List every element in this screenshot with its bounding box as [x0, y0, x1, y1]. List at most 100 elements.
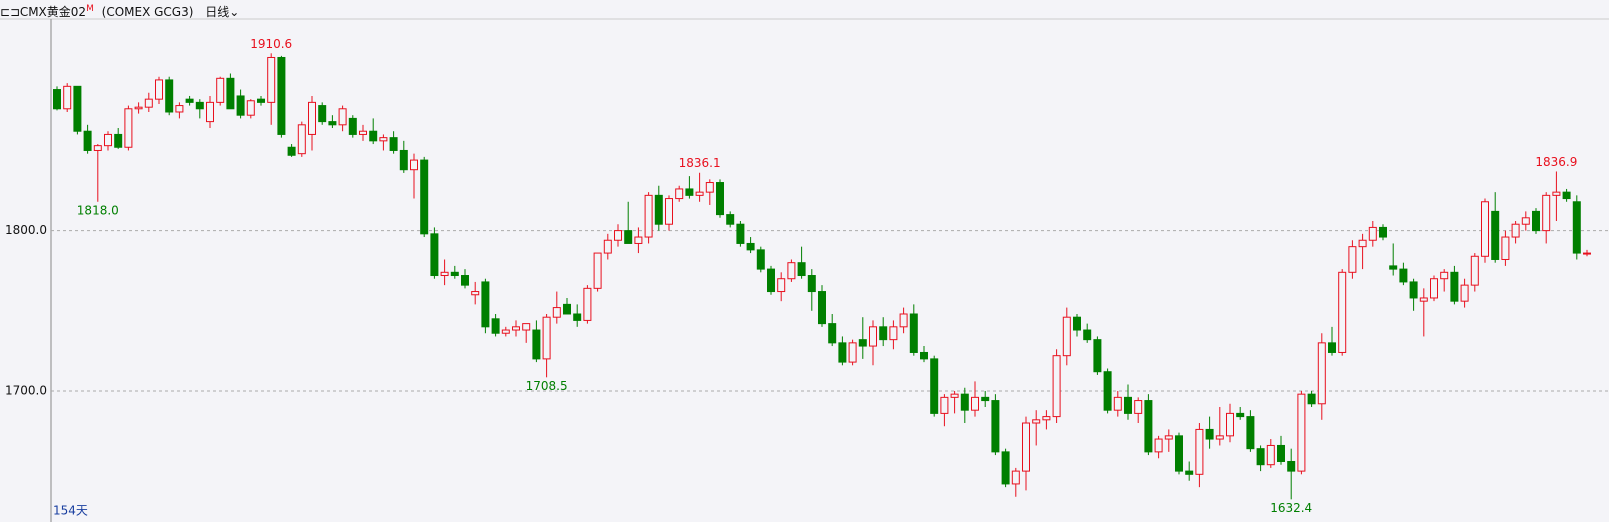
candle-body	[1236, 412, 1245, 418]
candle-body	[644, 194, 653, 238]
candle-body	[1032, 419, 1041, 424]
candle-body	[705, 182, 714, 193]
candle-body	[1083, 329, 1092, 341]
candle-body	[1491, 210, 1500, 260]
high-label: 1836.1	[679, 156, 721, 170]
candle-body	[828, 323, 837, 344]
marker: M	[86, 4, 94, 14]
candle-body	[440, 271, 449, 277]
candle-body	[807, 275, 816, 293]
candle-body	[950, 393, 959, 398]
candle-body	[1042, 416, 1051, 421]
candle-body	[634, 236, 643, 244]
header: ⊏⊐ CMX黄金02M (COMEX GCG3) 日线⌄	[0, 0, 240, 19]
candle-body	[491, 318, 500, 334]
candle-body	[481, 281, 490, 328]
candle-body	[920, 351, 928, 360]
candle-body	[1266, 444, 1275, 466]
candle-body	[1542, 194, 1551, 232]
candle-body	[73, 85, 82, 132]
y-tick-label: 1800.0	[5, 223, 47, 237]
candle-body	[736, 223, 745, 244]
candle-body	[257, 98, 265, 103]
candle-body	[369, 130, 378, 142]
symbol: CMX黄金02	[19, 5, 87, 19]
candle-body	[134, 106, 143, 110]
candle-body	[991, 400, 1000, 453]
candle-body	[1185, 470, 1194, 475]
candle-body	[930, 358, 939, 414]
candle-body	[308, 101, 316, 135]
candle-body	[155, 79, 163, 100]
candle-body	[603, 239, 612, 254]
candle-body	[1450, 271, 1459, 302]
candle-body	[1022, 422, 1030, 472]
candle-body	[236, 95, 245, 116]
candle-body	[1583, 252, 1591, 255]
candle-body	[899, 313, 908, 328]
candle-body	[1103, 371, 1112, 411]
candle-body	[726, 214, 735, 225]
candle-body	[1521, 217, 1530, 225]
candle-body	[1552, 191, 1561, 196]
candle-body	[1277, 444, 1285, 462]
candle-body	[981, 396, 990, 402]
candle-body	[1062, 316, 1071, 357]
candle-body	[1470, 255, 1479, 286]
candle-body	[53, 89, 61, 110]
candle-body	[1572, 201, 1581, 254]
candle-body	[593, 252, 602, 289]
candle-body	[1379, 226, 1387, 238]
candle-body	[1154, 438, 1163, 453]
candle-body	[1501, 236, 1510, 260]
candle-body	[1348, 246, 1357, 273]
dropdown[interactable]: ⌄	[229, 5, 240, 19]
candle-body	[1215, 435, 1224, 440]
candle-body	[359, 130, 367, 135]
candle-body	[971, 396, 979, 411]
candle-body	[665, 198, 673, 225]
candle-body	[1460, 284, 1469, 302]
candle-body	[104, 133, 112, 147]
candle-body	[1175, 435, 1183, 472]
candle-body	[818, 291, 826, 325]
candle-body	[716, 182, 724, 216]
candle-body	[1144, 400, 1153, 453]
candle-body	[420, 159, 429, 235]
candle-body	[767, 268, 775, 293]
candle-body	[1052, 355, 1061, 418]
candle-body	[83, 130, 92, 151]
candle-body	[430, 233, 439, 277]
candle-body	[1481, 201, 1489, 257]
candle-body	[889, 326, 898, 341]
candle-body	[1287, 460, 1296, 472]
candle-body	[1073, 316, 1081, 331]
candle-body	[1419, 297, 1428, 302]
candle-body	[206, 101, 214, 123]
candle-body	[246, 100, 255, 116]
candle-body	[1430, 278, 1438, 299]
candle-body	[379, 137, 388, 142]
candle-body	[1195, 428, 1204, 475]
candle-body	[1389, 265, 1398, 270]
candle-body	[1440, 271, 1449, 280]
candle-body	[216, 77, 225, 103]
icon[interactable]: ⊏⊐	[0, 5, 21, 19]
candle-body	[1511, 223, 1520, 238]
candle-body	[858, 339, 867, 347]
high-label: 1910.6	[250, 37, 292, 51]
candle-body	[746, 242, 755, 251]
candle-body	[777, 278, 786, 293]
y-tick-label: 1700.0	[5, 383, 47, 397]
candle-body	[848, 342, 857, 363]
candle-body	[185, 98, 194, 103]
candle-body	[756, 249, 765, 270]
candle-body	[838, 342, 847, 363]
candle-body	[654, 194, 663, 225]
period[interactable]: 日线	[205, 5, 230, 19]
low-label: 1708.5	[526, 379, 568, 393]
candle-body	[1124, 396, 1132, 414]
candle-body	[675, 188, 684, 200]
candle-body	[1399, 268, 1408, 283]
